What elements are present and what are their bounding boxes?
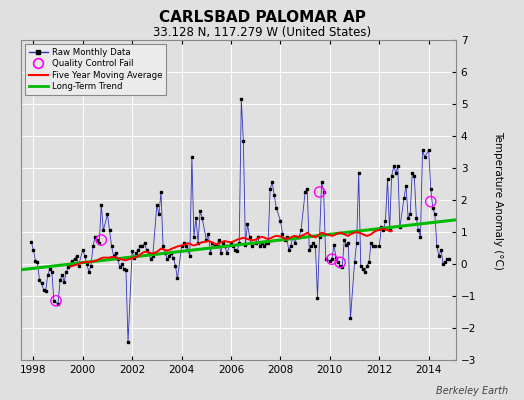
Point (336, 259, 344, 266)
Legend: Raw Monthly Data, Quality Control Fail, Five Year Moving Average, Long-Term Tren: Raw Monthly Data, Quality Control Fail, … (25, 44, 166, 95)
Text: Berkeley Earth: Berkeley Earth (436, 386, 508, 396)
Y-axis label: Temperature Anomaly (°C): Temperature Anomaly (°C) (493, 130, 503, 270)
Point (315, 189, 324, 195)
Point (97, 237, 105, 243)
Point (328, 256, 336, 262)
Point (427, 198, 435, 205)
Text: CARLSBAD PALOMAR AP: CARLSBAD PALOMAR AP (159, 10, 365, 25)
Point (52, 298, 60, 304)
Text: 33.128 N, 117.279 W (United States): 33.128 N, 117.279 W (United States) (153, 26, 371, 39)
